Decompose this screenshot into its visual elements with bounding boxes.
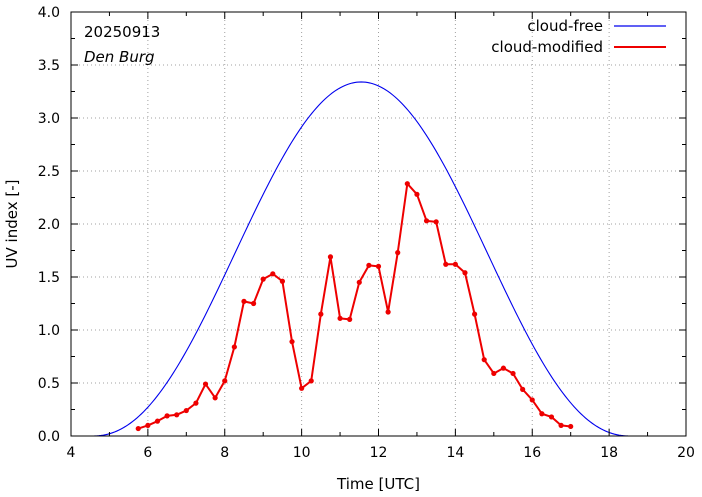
data-point-cloud-modified [443, 261, 449, 267]
data-point-cloud-modified [452, 261, 458, 267]
data-point-cloud-modified [356, 279, 362, 285]
data-point-cloud-modified [183, 407, 189, 414]
data-point-cloud-modified [433, 219, 439, 225]
data-point-cloud-modified [202, 381, 209, 387]
data-point-cloud-modified [520, 386, 526, 392]
y-tick-label: 1.5 [38, 270, 60, 286]
data-point-cloud-modified [414, 191, 420, 197]
data-point-cloud-modified [279, 278, 286, 284]
x-tick-label: 16 [523, 445, 541, 461]
data-point-cloud-modified [395, 250, 401, 256]
y-tick-label: 3.0 [38, 111, 60, 127]
data-point-cloud-modified [366, 262, 372, 268]
data-point-cloud-modified [375, 263, 382, 269]
legend-label-cloud-free: cloud-free [527, 17, 603, 35]
legend: cloud-free cloud-modified [491, 17, 666, 56]
series-line-cloud-modified [137, 182, 571, 430]
data-point-cloud-modified [491, 370, 497, 377]
data-point-cloud-modified [164, 413, 170, 419]
x-tick-label: 20 [677, 445, 695, 461]
y-tick-label: 4.0 [38, 5, 60, 21]
data-point-cloud-modified [539, 411, 545, 417]
x-tick-label: 14 [446, 445, 464, 461]
data-point-cloud-modified [548, 414, 555, 420]
data-point-cloud-modified [193, 400, 199, 406]
data-point-cloud-modified [471, 311, 478, 317]
x-tick-label: 12 [370, 445, 388, 461]
data-point-cloud-modified [327, 254, 334, 260]
data-point-cloud-modified [289, 339, 295, 345]
ticks [70, 11, 687, 437]
data-point-cloud-modified [308, 378, 314, 384]
data-point-cloud-modified [250, 300, 257, 307]
y-tick-label: 0.5 [38, 376, 60, 392]
y-tick-label: 2.5 [38, 164, 60, 180]
data-point-cloud-modified [231, 344, 237, 350]
series-line-cloud-free [92, 81, 631, 437]
x-tick-label: 6 [143, 445, 152, 461]
data-point-cloud-modified [500, 365, 507, 371]
y-tick-label: 0.0 [38, 429, 60, 445]
legend-label-cloud-modified: cloud-modified [491, 38, 603, 56]
x-tick-label: 10 [293, 445, 311, 461]
data-point-cloud-modified [404, 181, 410, 187]
date-annotation: 20250913 [84, 23, 160, 41]
data-point-cloud-modified [135, 425, 141, 432]
data-point-cloud-modified [558, 422, 564, 428]
grid [71, 12, 686, 436]
series-layer [92, 81, 631, 437]
data-point-cloud-modified [270, 271, 276, 277]
x-tick-label: 8 [220, 445, 229, 461]
data-point-cloud-modified [222, 378, 228, 384]
data-point-cloud-modified [154, 418, 161, 424]
y-tick-label: 2.0 [38, 217, 60, 233]
data-point-cloud-modified [462, 270, 468, 276]
data-point-cloud-modified [347, 316, 353, 322]
data-point-cloud-modified [212, 395, 218, 401]
data-point-cloud-modified [174, 412, 180, 418]
data-point-cloud-modified [481, 357, 487, 363]
x-tick-label: 18 [600, 445, 618, 461]
data-point-cloud-modified [299, 385, 305, 391]
station-annotation: Den Burg [84, 48, 155, 66]
data-point-cloud-modified [568, 423, 574, 430]
y-axis-label: UV index [-] [3, 180, 21, 269]
data-point-cloud-modified [385, 309, 391, 315]
x-tick-label: 4 [67, 445, 76, 461]
x-axis-label: Time [UTC] [336, 475, 420, 493]
data-point-cloud-modified [423, 218, 430, 224]
data-point-cloud-modified [318, 311, 324, 317]
tick-labels: 4 6 8 10 12 14 16 18 20 0.0 0.5 1.0 1.5 2.0 2.5 3.0 3.5 4… [38, 5, 695, 461]
data-point-cloud-modified [337, 315, 343, 321]
data-point-cloud-modified [529, 397, 535, 403]
y-tick-label: 3.5 [38, 58, 60, 74]
data-point-cloud-modified [260, 276, 266, 282]
data-point-cloud-modified [241, 298, 247, 304]
data-point-cloud-modified [145, 422, 151, 428]
y-tick-label: 1.0 [38, 323, 60, 339]
data-point-cloud-modified [510, 370, 516, 377]
